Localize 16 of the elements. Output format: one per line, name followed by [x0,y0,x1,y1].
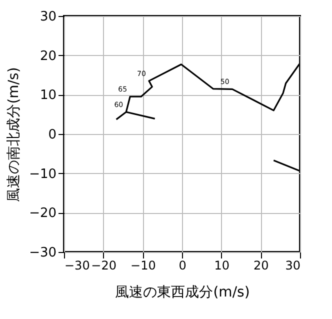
y-tick-label: 20 [40,48,56,64]
x-tick-label: −20 [91,258,116,272]
x-tick-label: 0 [178,258,186,272]
x-tick-label: 10 [214,258,230,272]
y-tick-label: −30 [29,246,56,260]
x-tick-label: 20 [254,258,269,272]
y-tick-label: 10 [40,88,56,104]
x-tick-label: −10 [130,258,156,272]
y-axis-title: 風速の南北成分(m/s) [6,67,22,202]
y-tick-label: 0 [48,128,56,142]
y-tick-label: −10 [29,166,56,182]
x-tick-label: −30 [64,258,90,272]
y-tick-label: 30 [40,10,56,24]
y-tick-label: −20 [29,206,56,222]
x-axis-title: 風速の東西成分(m/s) [115,284,250,300]
x-tick-label: 30 [285,258,300,272]
